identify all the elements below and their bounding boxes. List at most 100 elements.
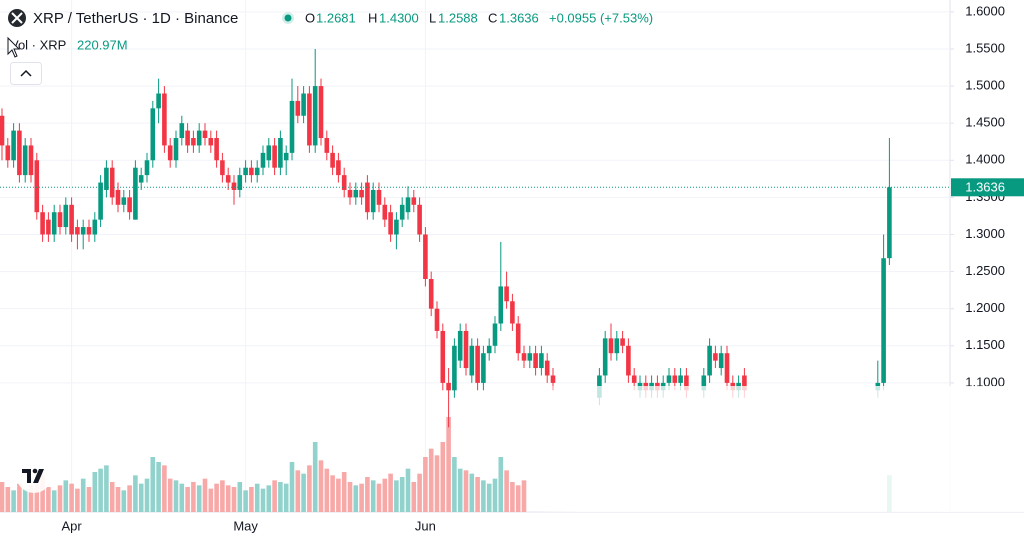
candle-body: [307, 93, 312, 146]
candle-body: [469, 345, 475, 376]
volume-bar: [307, 465, 312, 512]
volume-bar: [167, 478, 173, 512]
candle-body: [434, 308, 440, 331]
candle-body: [237, 175, 243, 190]
volume-bar: [69, 483, 74, 512]
candle-body: [486, 345, 492, 354]
volume-bar: [214, 483, 219, 512]
legend: XRP / TetherUS · 1D · Binance O 1.2681 H…: [7, 9, 653, 85]
volume-bar: [220, 480, 225, 512]
candle-body: [544, 360, 550, 376]
volume-bar: [492, 478, 498, 512]
y-tick-label: 1.1000: [965, 374, 1005, 389]
candle-body: [713, 353, 718, 361]
volume-bar: [266, 485, 272, 512]
volume-bar: [469, 473, 475, 512]
candle-body: [440, 330, 446, 383]
volume-bar: [162, 465, 167, 512]
candle-body: [550, 375, 556, 383]
volume-title: Vol · XRP: [10, 37, 66, 52]
candle-body: [881, 258, 886, 383]
candle-body: [498, 286, 504, 324]
volume-bar: [312, 442, 318, 512]
tv-logo-part: [32, 468, 38, 474]
candle-body: [5, 145, 11, 161]
candle-body: [34, 160, 40, 213]
y-tick-label: 1.5500: [965, 40, 1005, 55]
candle-body: [626, 345, 631, 376]
x-tick-label: May: [233, 518, 258, 533]
tv-logo: [16, 457, 52, 493]
candle-body: [214, 138, 219, 161]
candle-body: [289, 100, 295, 153]
blur-overlay: [940, 386, 1024, 512]
candle-body: [492, 323, 498, 346]
volume-bar: [243, 490, 248, 512]
candle-body: [243, 167, 248, 176]
volume-bar: [353, 485, 359, 512]
candle-body: [150, 108, 156, 161]
volume-bar: [22, 488, 28, 512]
candle-body: [394, 219, 399, 235]
candle-body: [423, 234, 428, 280]
ohlc-value: 1.3636: [499, 10, 539, 25]
symbol-logo-mark: [11, 12, 23, 24]
candle-body: [405, 197, 411, 213]
volume-bar: [440, 442, 446, 512]
volume-bar: [0, 482, 5, 512]
volume-bar: [80, 478, 86, 512]
collapse-button[interactable]: [10, 62, 42, 85]
candle-body: [707, 345, 712, 376]
last-price-label: 1.3636: [965, 180, 1005, 195]
y-tick-label: 1.5000: [965, 78, 1005, 93]
candle-body: [156, 93, 161, 109]
volume-bar: [336, 478, 341, 512]
candle-body: [370, 189, 376, 213]
candle-body: [515, 323, 521, 354]
volume-bar: [109, 482, 115, 512]
volume-bar: [301, 473, 306, 512]
blur-overlay: [525, 386, 950, 512]
candle-body: [631, 375, 637, 383]
candle-body: [225, 175, 231, 183]
candle-body: [602, 338, 608, 376]
volume-bar: [150, 457, 156, 512]
candle-body: [376, 189, 382, 205]
volume-bar: [446, 417, 451, 512]
candle-body: [121, 197, 127, 205]
mouse-cursor: [7, 36, 21, 58]
candle-body: [684, 375, 689, 391]
x-tick-label: Apr: [61, 518, 82, 533]
candle-body: [272, 145, 277, 168]
volume-bar: [475, 477, 480, 512]
volume-bar: [185, 487, 190, 512]
ohlc-letter: C: [488, 10, 497, 25]
candle-body: [249, 167, 254, 176]
volume-bar: [359, 483, 364, 512]
candle-body: [318, 86, 324, 139]
volume-bar: [11, 490, 16, 512]
volume-bar: [347, 482, 353, 512]
volume-bar: [202, 478, 208, 512]
candle-body: [28, 145, 34, 176]
candle-body: [533, 353, 538, 369]
volume-bar: [173, 480, 179, 512]
candle-body: [457, 330, 463, 361]
candle-body: [115, 189, 121, 205]
volume-bar: [341, 472, 347, 512]
volume-bar: [272, 480, 277, 512]
volume-bar: [324, 468, 330, 512]
blurred-region: [525, 386, 1024, 512]
candle-body: [620, 338, 625, 346]
volume-bar: [51, 490, 57, 512]
candle-body: [104, 167, 109, 190]
candle-body: [608, 338, 614, 354]
y-tick-label: 1.3000: [965, 226, 1005, 241]
candle-body: [666, 375, 672, 383]
volume-bar: [104, 465, 109, 512]
volume-bar: [486, 483, 492, 512]
candle-body: [138, 175, 144, 183]
volume-bar: [295, 470, 301, 512]
